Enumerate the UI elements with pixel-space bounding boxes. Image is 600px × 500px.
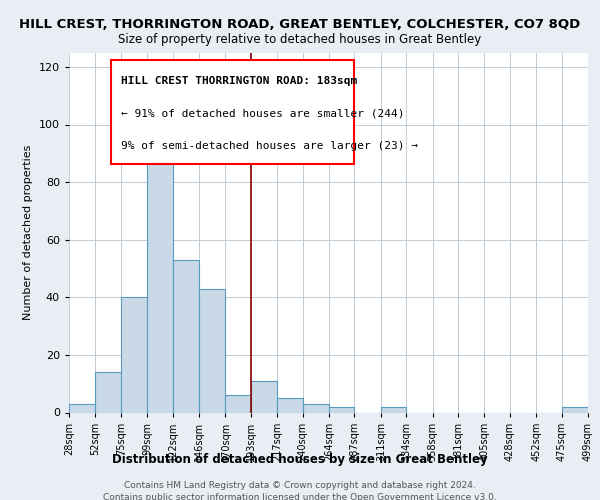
Bar: [226, 395, 251, 412]
Bar: [329, 406, 355, 412]
Bar: [173, 260, 199, 412]
Bar: [121, 298, 147, 412]
Text: Size of property relative to detached houses in Great Bentley: Size of property relative to detached ho…: [118, 32, 482, 46]
Text: HILL CREST THORRINGTON ROAD: 183sqm: HILL CREST THORRINGTON ROAD: 183sqm: [121, 76, 357, 86]
FancyBboxPatch shape: [110, 60, 355, 164]
Text: Distribution of detached houses by size in Great Bentley: Distribution of detached houses by size …: [112, 452, 488, 466]
Bar: [277, 398, 302, 412]
Bar: [562, 406, 588, 412]
Text: 9% of semi-detached houses are larger (23) →: 9% of semi-detached houses are larger (2…: [121, 140, 418, 150]
Text: Contains public sector information licensed under the Open Government Licence v3: Contains public sector information licen…: [103, 492, 497, 500]
Text: HILL CREST, THORRINGTON ROAD, GREAT BENTLEY, COLCHESTER, CO7 8QD: HILL CREST, THORRINGTON ROAD, GREAT BENT…: [19, 18, 581, 30]
Bar: [199, 288, 226, 412]
Text: ← 91% of detached houses are smaller (244): ← 91% of detached houses are smaller (24…: [121, 108, 404, 118]
Bar: [302, 404, 329, 412]
Bar: [69, 404, 95, 412]
Bar: [251, 381, 277, 412]
Bar: [95, 372, 121, 412]
Y-axis label: Number of detached properties: Number of detached properties: [23, 145, 33, 320]
Bar: [381, 406, 406, 412]
Bar: [147, 156, 173, 412]
Text: Contains HM Land Registry data © Crown copyright and database right 2024.: Contains HM Land Registry data © Crown c…: [124, 481, 476, 490]
